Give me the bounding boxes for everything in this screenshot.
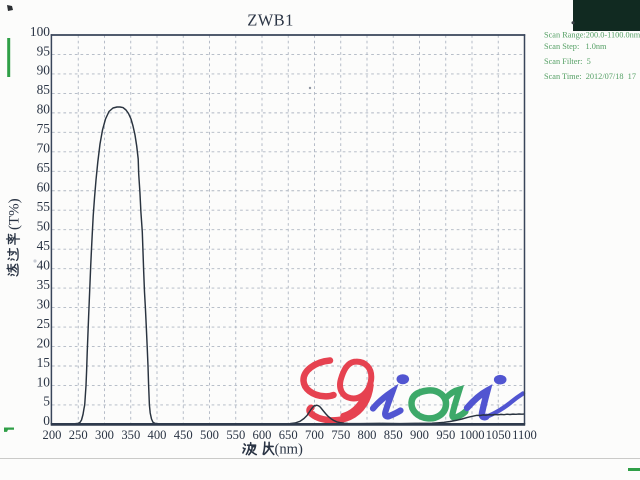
svg-text:Scan Filter: 5: Scan Filter: 5 — [544, 57, 591, 66]
svg-text:1000: 1000 — [459, 428, 484, 442]
svg-text:750: 750 — [331, 428, 350, 442]
svg-text:5: 5 — [43, 394, 50, 409]
svg-text:0: 0 — [43, 413, 50, 428]
svg-text:65: 65 — [37, 160, 51, 175]
svg-text:55: 55 — [37, 199, 51, 214]
svg-text:300: 300 — [95, 428, 114, 442]
svg-text:450: 450 — [174, 428, 193, 442]
svg-text:850: 850 — [384, 428, 403, 442]
svg-text:ZWB1: ZWB1 — [247, 11, 294, 30]
svg-text:(T%): (T%) — [7, 198, 23, 230]
svg-text:400: 400 — [148, 428, 167, 442]
svg-text:30: 30 — [37, 296, 51, 311]
svg-text:900: 900 — [410, 428, 429, 442]
svg-text:10: 10 — [37, 374, 51, 389]
svg-text:50: 50 — [37, 219, 51, 234]
svg-text:950: 950 — [436, 428, 455, 442]
svg-text:800: 800 — [358, 428, 377, 442]
svg-text:600: 600 — [253, 428, 272, 442]
svg-text:1050: 1050 — [486, 428, 511, 442]
svg-text:500: 500 — [200, 428, 219, 442]
svg-text:Scan Range:200.0-1100.0nm: Scan Range:200.0-1100.0nm — [544, 31, 640, 40]
svg-text:100: 100 — [30, 24, 50, 39]
svg-text:650: 650 — [279, 428, 298, 442]
svg-text:(nm): (nm) — [275, 441, 304, 457]
svg-text:1100: 1100 — [512, 428, 537, 442]
svg-text:85: 85 — [37, 82, 51, 97]
svg-text:35: 35 — [37, 277, 51, 292]
svg-text:75: 75 — [37, 121, 51, 136]
svg-text:45: 45 — [37, 238, 51, 253]
svg-text:200: 200 — [43, 428, 62, 442]
svg-text:250: 250 — [69, 428, 88, 442]
svg-text:20: 20 — [37, 335, 51, 350]
svg-text:Scan Time: 2012/07/18 17: Scan Time: 2012/07/18 17 — [544, 72, 636, 81]
svg-text:90: 90 — [37, 63, 51, 78]
svg-text:550: 550 — [226, 428, 245, 442]
svg-text:40: 40 — [37, 257, 51, 272]
svg-text:700: 700 — [305, 428, 324, 442]
svg-text:70: 70 — [37, 141, 51, 156]
svg-text:25: 25 — [37, 316, 51, 331]
svg-text:350: 350 — [121, 428, 140, 442]
svg-text:Scan Step: 1.0nm: Scan Step: 1.0nm — [544, 42, 607, 51]
svg-text:80: 80 — [37, 102, 51, 117]
svg-text:60: 60 — [37, 180, 51, 195]
svg-text:15: 15 — [37, 355, 51, 370]
svg-text:95: 95 — [37, 43, 51, 58]
